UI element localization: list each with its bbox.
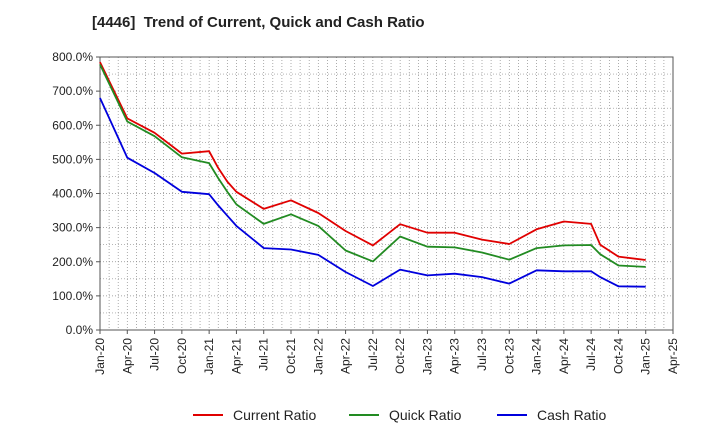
series-line-cash-ratio (99, 97, 646, 288)
legend-label-current-ratio: Current Ratio (233, 407, 316, 423)
x-tick-label: Oct-23 (502, 338, 516, 374)
x-tick-label: Apr-24 (557, 338, 571, 374)
x-tick-label: Jan-20 (93, 338, 107, 375)
chart-title: [4446] Trend of Current, Quick and Cash … (92, 14, 425, 31)
x-tick-label: Jul-21 (257, 338, 271, 371)
y-tick-label: 100.0% (52, 289, 93, 303)
x-tick-label: Apr-22 (339, 338, 353, 374)
y-tick-label: 600.0% (52, 118, 93, 132)
axes: 0.0% 100.0% 200.0% 300.0% 400.0% 500.0% 600.0%… (52, 50, 680, 375)
x-tick-label: Jul-20 (148, 338, 162, 371)
y-tick-label: 700.0% (52, 84, 93, 98)
x-tick-label: Apr-21 (229, 338, 243, 374)
x-tick-label: Oct-20 (175, 338, 189, 374)
x-tick-label: Jan-23 (420, 338, 434, 375)
y-tick-label: 500.0% (52, 152, 93, 166)
x-tick-label: Apr-20 (120, 338, 134, 374)
grid-lines (99, 56, 674, 331)
y-tick-label: 800.0% (52, 50, 93, 64)
series-lines (99, 61, 646, 288)
x-tick-label: Jan-24 (530, 338, 544, 375)
y-tick-label: 400.0% (52, 187, 93, 201)
x-tick-label: Oct-24 (611, 338, 625, 374)
legend: Current Ratio Quick Ratio Cash Ratio (193, 407, 606, 423)
x-tick-label: Jul-24 (584, 338, 598, 371)
plot-area (100, 57, 673, 330)
series-line-current-ratio (99, 61, 646, 261)
x-tick-label: Apr-25 (666, 338, 680, 374)
y-tick-label: 200.0% (52, 255, 93, 269)
legend-label-cash-ratio: Cash Ratio (537, 407, 606, 423)
y-tick-label: 300.0% (52, 221, 93, 235)
x-tick-label: Jul-23 (475, 338, 489, 371)
x-tick-label: Jan-22 (311, 338, 325, 375)
legend-label-quick-ratio: Quick Ratio (389, 407, 462, 423)
series-line-quick-ratio (99, 64, 646, 268)
x-tick-label: Jan-25 (639, 338, 653, 375)
x-tick-label: Jul-22 (366, 338, 380, 371)
x-tick-label: Oct-21 (284, 338, 298, 374)
x-tick-label: Oct-22 (393, 338, 407, 374)
y-tick-label: 0.0% (66, 323, 94, 337)
x-tick-label: Apr-23 (448, 338, 462, 374)
x-tick-label: Jan-21 (202, 338, 216, 375)
